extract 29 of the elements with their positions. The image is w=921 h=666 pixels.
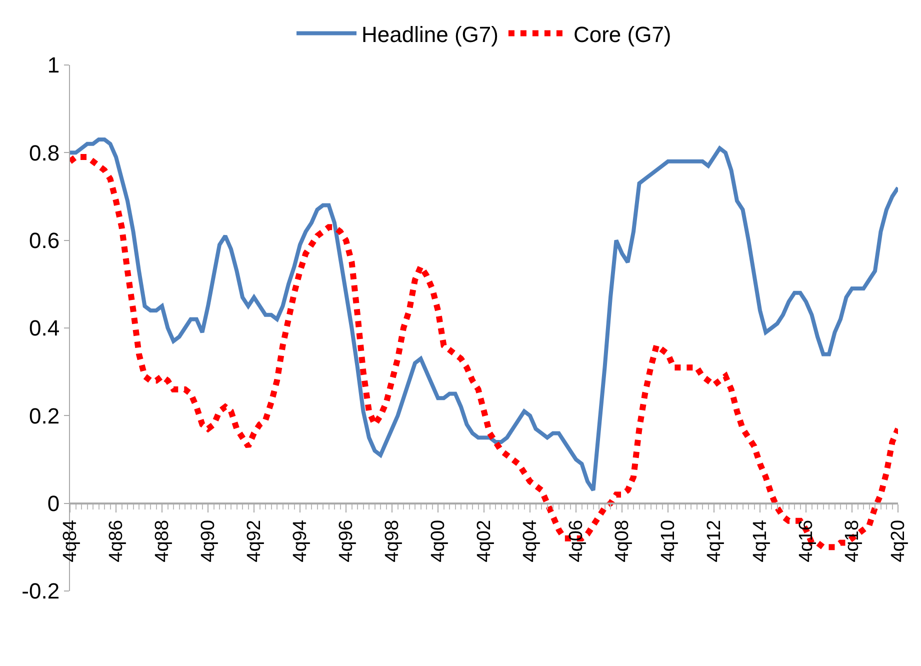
y-tick-label: 0.2 (29, 403, 60, 428)
x-tick-label: 4q88 (152, 520, 174, 562)
x-tick-label: 4q94 (290, 520, 312, 562)
x-tick-label: 4q96 (336, 520, 358, 562)
x-tick-label: 4q20 (888, 520, 910, 562)
legend-label: Core (G7) (573, 22, 672, 47)
x-tick-label: 4q00 (428, 520, 450, 562)
x-tick-label: 4q06 (566, 520, 588, 562)
y-tick-label: 0 (47, 491, 60, 516)
y-tick-label: 0.6 (29, 228, 60, 254)
y-tick-label: 0.4 (29, 316, 60, 341)
x-tick-label: 4q10 (658, 520, 680, 562)
x-tick-label: 4q02 (474, 520, 496, 562)
x-tick-label: 4q98 (382, 520, 404, 562)
y-tick-label: 1 (47, 52, 60, 78)
x-tick-label: 4q84 (60, 520, 82, 562)
legend-label: Headline (G7) (362, 22, 498, 47)
x-tick-label: 4q18 (842, 520, 864, 562)
x-tick-label: 4q14 (750, 520, 772, 562)
y-tick-label: 0.8 (29, 140, 60, 166)
x-tick-label: 4q16 (796, 520, 818, 562)
x-tick-label: 4q12 (704, 520, 726, 562)
x-tick-label: 4q86 (106, 520, 128, 562)
y-tick-label: -0.2 (22, 578, 60, 604)
x-tick-label: 4q04 (520, 520, 542, 562)
x-tick-label: 4q08 (612, 520, 634, 562)
line-series (70, 138, 898, 492)
x-tick-label: 4q92 (244, 520, 266, 562)
x-tick-label: 4q90 (198, 520, 220, 562)
